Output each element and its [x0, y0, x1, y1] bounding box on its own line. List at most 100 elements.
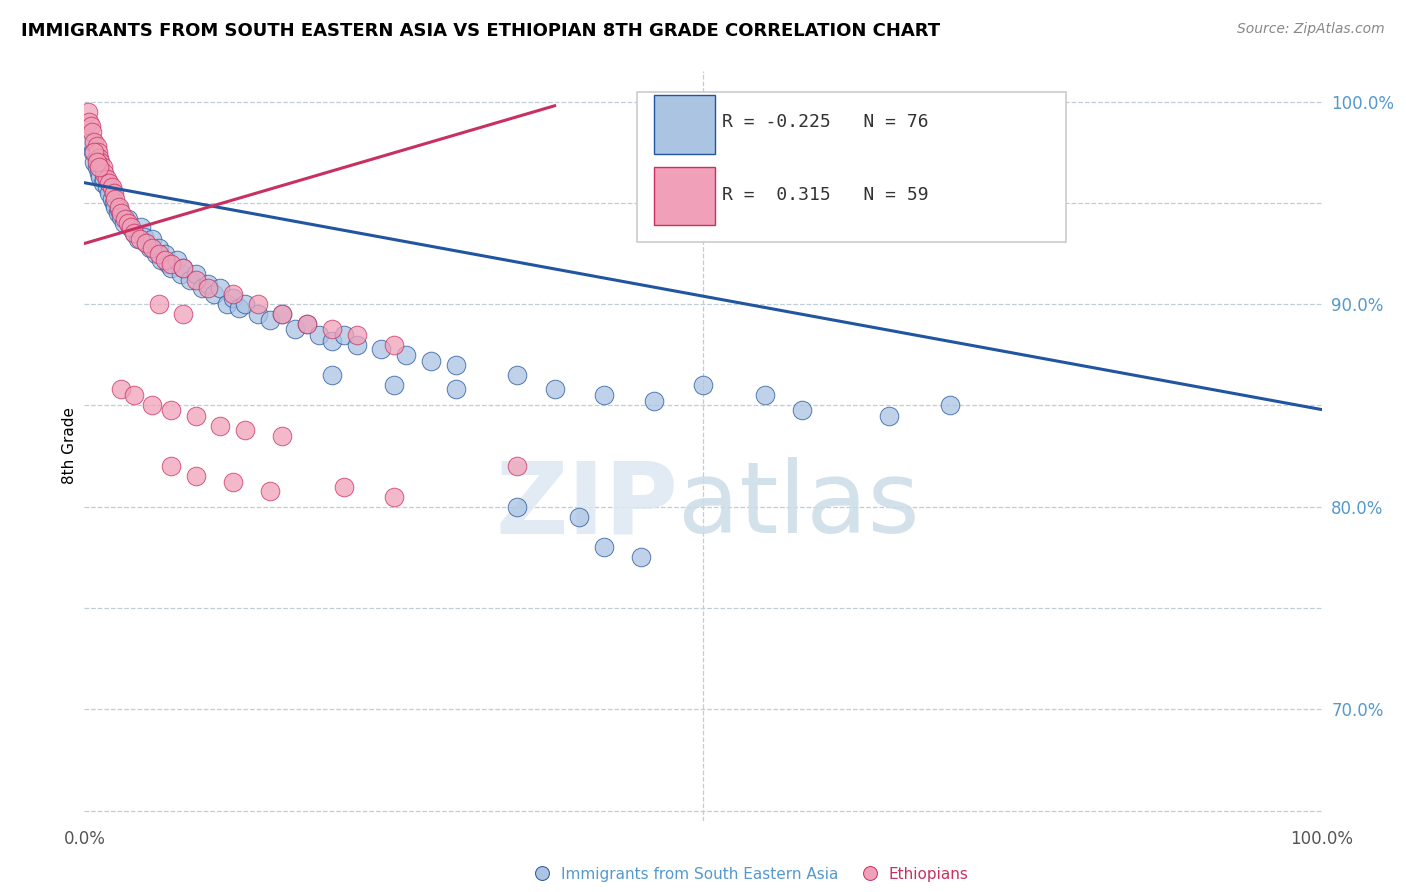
Point	[89, 152, 111, 166]
Point	[790, 402, 813, 417]
Point	[79, 115, 101, 129]
Point	[506, 459, 529, 474]
Point	[153, 246, 176, 260]
Text: Ethiopians: Ethiopians	[889, 867, 969, 882]
Point	[160, 402, 183, 417]
Point	[132, 230, 155, 244]
Point	[96, 179, 118, 194]
Point	[89, 155, 111, 169]
Point	[98, 186, 121, 200]
Point	[127, 232, 149, 246]
Text: IMMIGRANTS FROM SOUTH EASTERN ASIA VS ETHIOPIAN 8TH GRADE CORRELATION CHART: IMMIGRANTS FROM SOUTH EASTERN ASIA VS ET…	[21, 22, 941, 40]
Point	[197, 277, 219, 291]
Point	[692, 378, 714, 392]
Point	[120, 220, 142, 235]
FancyBboxPatch shape	[654, 167, 716, 225]
Point	[89, 166, 111, 180]
Point	[117, 216, 139, 230]
Point	[110, 382, 132, 396]
Point	[83, 145, 105, 160]
Point	[346, 337, 368, 351]
Point	[79, 119, 101, 133]
Point	[295, 318, 318, 332]
Point	[104, 192, 127, 206]
Point	[170, 267, 193, 281]
Point	[184, 273, 207, 287]
Point	[87, 145, 110, 160]
Point	[166, 252, 188, 267]
Point	[172, 260, 194, 275]
Point	[877, 409, 900, 423]
Point	[382, 490, 405, 504]
Point	[89, 160, 111, 174]
Point	[877, 95, 900, 109]
Point	[259, 483, 281, 498]
Point	[145, 246, 167, 260]
Point	[77, 104, 100, 119]
Point	[346, 327, 368, 342]
Point	[141, 232, 163, 246]
Point	[370, 342, 392, 356]
FancyBboxPatch shape	[654, 95, 716, 153]
Text: ZIP: ZIP	[495, 458, 678, 555]
Point	[83, 155, 105, 169]
Point	[202, 287, 225, 301]
Point	[333, 327, 356, 342]
Point	[98, 176, 121, 190]
Point	[630, 550, 652, 565]
Point	[179, 273, 201, 287]
Point	[93, 166, 115, 180]
Point	[184, 409, 207, 423]
Point	[271, 429, 294, 443]
Point	[271, 307, 294, 321]
Point	[107, 206, 129, 220]
Point	[93, 171, 115, 186]
Point	[246, 297, 269, 311]
Point	[321, 321, 343, 335]
Point	[100, 179, 122, 194]
Point	[321, 368, 343, 383]
Point	[754, 388, 776, 402]
Point	[215, 297, 238, 311]
Point	[506, 500, 529, 514]
Point	[129, 220, 152, 235]
Text: R = -0.225   N = 76: R = -0.225 N = 76	[721, 113, 928, 131]
Point	[96, 171, 118, 186]
Point	[308, 327, 330, 342]
Point	[122, 227, 145, 241]
Point	[148, 241, 170, 255]
Point	[153, 252, 176, 267]
Point	[103, 196, 125, 211]
Point	[593, 541, 616, 555]
Point	[295, 318, 318, 332]
Point	[222, 287, 245, 301]
Point	[139, 241, 162, 255]
Point	[86, 160, 108, 174]
Point	[233, 423, 256, 437]
Point	[209, 418, 232, 433]
Point	[419, 354, 441, 368]
Point	[141, 399, 163, 413]
Point	[141, 241, 163, 255]
Y-axis label: 8th Grade: 8th Grade	[62, 408, 77, 484]
Point	[197, 281, 219, 295]
Point	[246, 307, 269, 321]
Point	[160, 459, 183, 474]
Point	[117, 212, 139, 227]
Point	[110, 206, 132, 220]
Point	[80, 125, 103, 139]
Point	[191, 281, 214, 295]
Point	[157, 257, 180, 271]
Point	[939, 399, 962, 413]
Point	[939, 99, 962, 113]
Point	[333, 479, 356, 493]
Point	[86, 155, 108, 169]
Point	[222, 475, 245, 490]
Point	[271, 307, 294, 321]
Point	[150, 252, 173, 267]
Point	[321, 334, 343, 348]
Point	[135, 236, 157, 251]
Point	[148, 297, 170, 311]
Text: Immigrants from South Eastern Asia: Immigrants from South Eastern Asia	[561, 867, 838, 882]
Point	[209, 281, 232, 295]
